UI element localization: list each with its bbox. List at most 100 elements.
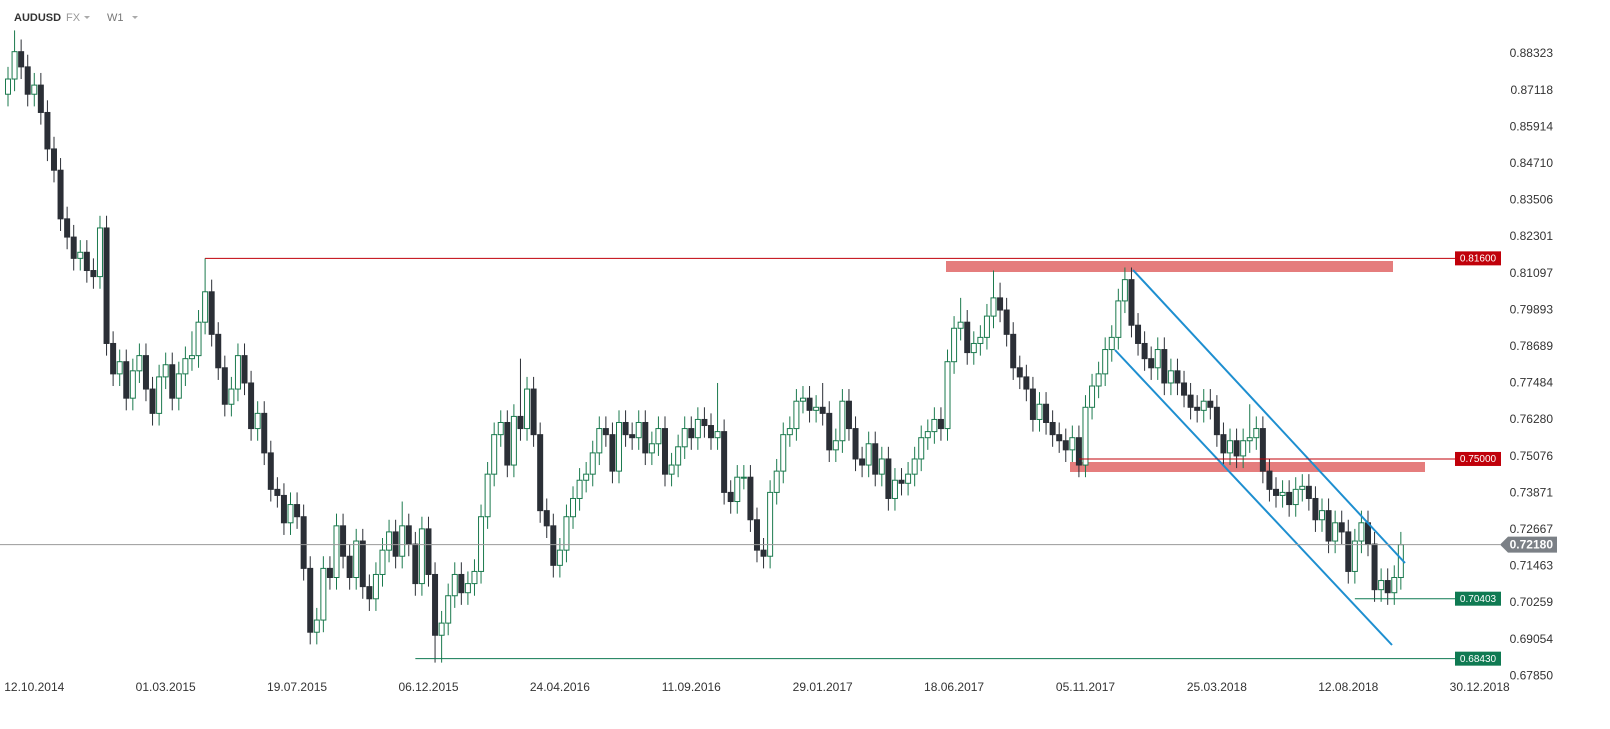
candle-body — [957, 321, 964, 329]
candle-body — [1135, 324, 1142, 344]
candle-body — [228, 388, 235, 405]
candle-body — [313, 619, 320, 633]
candle-body — [208, 291, 215, 335]
candle-body — [845, 400, 852, 430]
candle-body — [497, 421, 504, 436]
candle-body — [1029, 388, 1036, 420]
candle-body — [786, 428, 793, 436]
dropdown-caret[interactable] — [84, 16, 90, 19]
candle-body — [688, 428, 695, 439]
candle-body — [90, 270, 97, 278]
candle-body — [1312, 497, 1319, 521]
candle-body — [412, 543, 419, 585]
candle-body — [793, 400, 800, 430]
candle-body — [123, 361, 130, 399]
candle-body — [386, 531, 393, 551]
candle-body — [1036, 403, 1043, 420]
candle-body — [543, 510, 550, 527]
candle-body — [1187, 394, 1194, 408]
candle-body — [1319, 510, 1325, 521]
candle-body — [136, 355, 143, 372]
y-tick-label: 0.83506 — [1510, 193, 1554, 207]
candle-body — [261, 412, 268, 454]
candle-body — [885, 458, 892, 499]
candle-body — [891, 479, 898, 499]
candle-body — [1286, 491, 1293, 506]
candle-body — [83, 251, 90, 272]
candle-body — [18, 51, 25, 68]
candle-body — [64, 218, 71, 238]
candle-body — [714, 431, 721, 439]
candle-body — [1121, 279, 1128, 302]
candle-body — [1089, 385, 1096, 408]
candle-body — [596, 428, 603, 454]
candle-body — [24, 66, 31, 95]
candle-body — [675, 446, 682, 466]
candle-body — [642, 421, 649, 454]
candle-body — [5, 78, 11, 95]
candle-body — [898, 479, 905, 484]
support-zone — [1070, 462, 1425, 472]
candle-body — [202, 291, 209, 323]
candle-body — [1082, 406, 1089, 466]
candle-body — [195, 321, 202, 357]
candle-body — [1010, 333, 1017, 369]
candle-body — [832, 440, 839, 451]
y-tick-label: 0.70259 — [1510, 595, 1554, 609]
candle-body — [379, 549, 386, 575]
candle-body — [727, 491, 734, 503]
y-tick-label: 0.73871 — [1510, 485, 1554, 499]
y-tick-label: 0.71463 — [1510, 559, 1554, 573]
candle-body — [583, 473, 590, 481]
timeframe[interactable]: W1 — [107, 12, 124, 24]
candle-body — [760, 549, 767, 557]
candle-body — [346, 555, 353, 579]
y-tick-label: 0.82301 — [1510, 229, 1554, 243]
candle-body — [662, 428, 668, 475]
candle-body — [826, 412, 833, 451]
candle-body — [372, 573, 379, 600]
x-tick-label: 12.08.2018 — [1318, 680, 1378, 694]
candle-body — [517, 415, 524, 430]
candle-body — [839, 400, 846, 442]
candle-body — [294, 504, 301, 518]
candle-body — [320, 567, 327, 621]
candle-body — [307, 567, 314, 633]
candle-body — [1095, 373, 1102, 387]
candle-body — [175, 373, 182, 399]
candle-body — [96, 227, 103, 278]
x-tick-label: 25.03.2018 — [1187, 680, 1247, 694]
candle-body — [1200, 400, 1207, 411]
candle-body — [951, 327, 958, 363]
candle-body — [1233, 440, 1240, 457]
candle-body — [438, 622, 445, 636]
level-label-box — [1455, 591, 1501, 606]
dropdown-caret[interactable] — [132, 16, 138, 19]
y-tick-label: 0.84710 — [1510, 156, 1554, 170]
market[interactable]: FX — [66, 12, 81, 24]
x-tick-label: 11.09.2016 — [662, 680, 721, 694]
candle-body — [872, 443, 879, 475]
candle-body — [1279, 491, 1286, 496]
candle-body — [1325, 510, 1332, 542]
candle-body — [274, 488, 281, 496]
candle-body — [878, 458, 885, 475]
candle-body — [432, 573, 439, 636]
candle-body — [156, 376, 163, 414]
candle-body — [609, 434, 616, 472]
candle-body — [767, 491, 774, 557]
candle-body — [471, 570, 478, 585]
candle-body — [333, 525, 340, 579]
x-tick-label: 18.06.2017 — [924, 680, 984, 694]
candle-body — [655, 428, 662, 445]
candle-body — [773, 470, 780, 493]
candle-body — [1273, 488, 1280, 496]
candle-body — [1351, 540, 1358, 572]
candle-body — [103, 227, 110, 344]
candle-body — [944, 361, 951, 430]
candle-body — [530, 388, 537, 436]
candle-body — [504, 421, 511, 466]
candle-body — [1246, 437, 1253, 442]
